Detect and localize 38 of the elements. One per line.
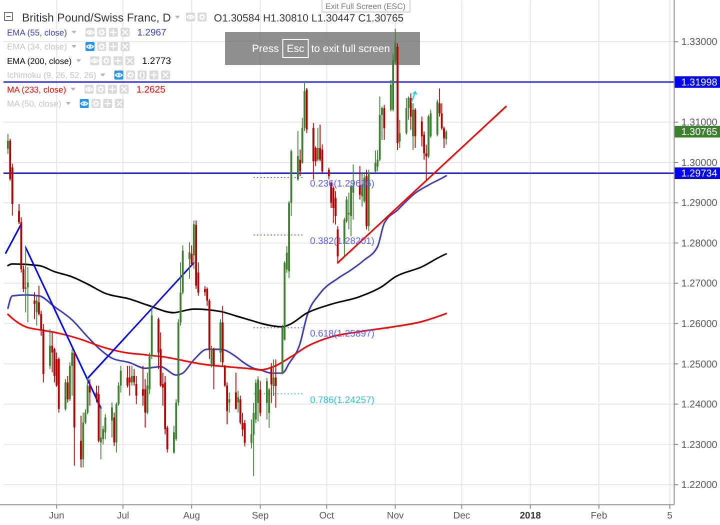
x-tick-label: Sep [252, 510, 269, 522]
x-tick-label: Nov [386, 510, 404, 522]
y-tick-label: 1.22000 [681, 480, 718, 492]
ref-line-label: 1.29734 [681, 168, 718, 180]
annotation: Ichimoku (9, 26, 52, 26) [7, 70, 96, 80]
x-tick-label: Dec [453, 510, 470, 522]
x-tick-label: 5 [667, 510, 672, 522]
x-tick-label: Feb [590, 510, 608, 522]
text: O1.30584 H1.30810 L1.30447 C1.30765 [214, 12, 404, 24]
y-tick-label: 1.27000 [681, 278, 718, 290]
text: MA (233, close) [7, 84, 66, 94]
y-tick-label: 1.31000 [681, 118, 718, 129]
y-tick-label: 1.26000 [681, 318, 718, 330]
y-tick-label: 1.28000 [681, 238, 718, 250]
text: EMA (200, close) [7, 56, 72, 66]
annotation: 0.786(1.24257) [310, 394, 374, 406]
y-tick-label: 1.24000 [681, 400, 718, 411]
annotation: Press Esc to exit full screen [252, 42, 390, 55]
x-tick-label: Aug [183, 510, 200, 522]
y-tick-label: 1.25000 [681, 359, 718, 370]
ref-line-label: 1.31998 [681, 77, 718, 88]
annotation: 1.2967 [137, 28, 166, 39]
annotation: MA (50, close) [7, 98, 62, 109]
y-tick-label: 1.33000 [681, 37, 718, 48]
y-tick-label: 1.30000 [681, 158, 718, 169]
annotation: 1.2773 [142, 56, 172, 68]
text: EMA (55, close) [7, 27, 68, 38]
x-tick-label: Jul [116, 510, 130, 522]
text: 1.30765 [681, 127, 718, 138]
text: British Pound/Swiss Franc, D [22, 12, 171, 24]
y-tick-label: 1.23000 [681, 440, 718, 451]
annotation: 1.2625 [136, 84, 166, 96]
annotation: Exit Full Screen (ESC) [326, 2, 406, 11]
x-tick-label: 2018 [520, 510, 541, 522]
x-tick-label: Oct [319, 510, 334, 522]
y-tick-label: 1.29000 [681, 198, 718, 210]
x-tick-label: Jun [48, 510, 64, 522]
annotation: EMA (34, close) [7, 42, 68, 52]
